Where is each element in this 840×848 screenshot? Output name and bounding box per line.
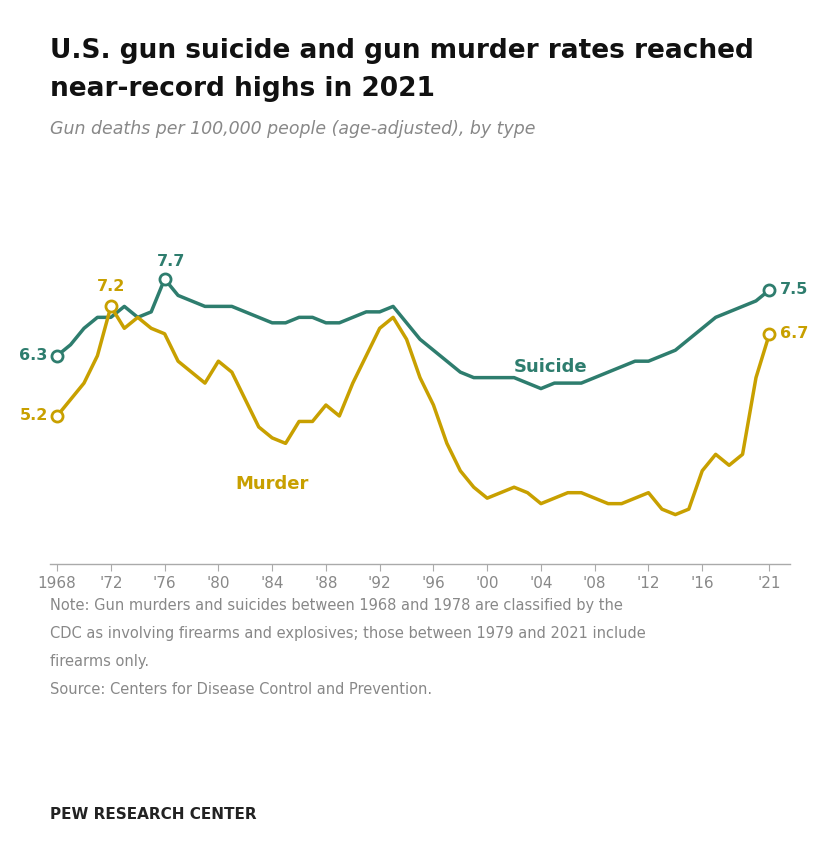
Text: firearms only.: firearms only. [50, 654, 150, 669]
Text: Note: Gun murders and suicides between 1968 and 1978 are classified by the: Note: Gun murders and suicides between 1… [50, 598, 623, 613]
Text: U.S. gun suicide and gun murder rates reached: U.S. gun suicide and gun murder rates re… [50, 38, 754, 64]
Text: 6.7: 6.7 [780, 326, 809, 341]
Text: Suicide: Suicide [514, 358, 588, 376]
Text: near-record highs in 2021: near-record highs in 2021 [50, 76, 435, 103]
Text: Source: Centers for Disease Control and Prevention.: Source: Centers for Disease Control and … [50, 682, 433, 697]
Text: 6.3: 6.3 [19, 349, 48, 363]
Text: 5.2: 5.2 [19, 409, 48, 423]
Text: PEW RESEARCH CENTER: PEW RESEARCH CENTER [50, 807, 257, 823]
Text: 7.7: 7.7 [157, 254, 186, 269]
Text: Murder: Murder [235, 476, 309, 494]
Text: CDC as involving firearms and explosives; those between 1979 and 2021 include: CDC as involving firearms and explosives… [50, 626, 646, 641]
Text: 7.2: 7.2 [97, 279, 125, 294]
Text: 7.5: 7.5 [780, 282, 809, 298]
Text: Gun deaths per 100,000 people (age-adjusted), by type: Gun deaths per 100,000 people (age-adjus… [50, 120, 536, 138]
